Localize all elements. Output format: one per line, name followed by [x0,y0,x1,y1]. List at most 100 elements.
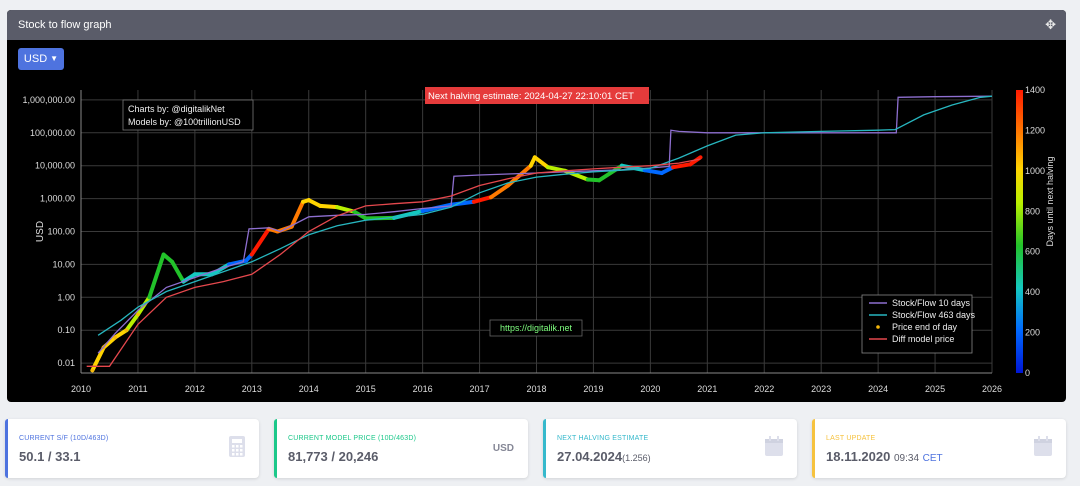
stock-to-flow-chart: 0.01 0.10 1.00 10.00 100.00 1,000.00 10,000.00… [22,85,1055,394]
current-model-price-card: CURRENT MODEL PRICE (10D/463D) 81,773 / … [274,419,528,478]
price-segment [318,203,340,210]
series-line-diff-model-price [86,158,701,367]
stock-to-flow-panel: 0.01 0.10 1.00 10.00 100.00 1,000.00 10,000.00… [7,10,1066,402]
card-value: 27.04.2024(1.256) [557,449,651,464]
card-accent [543,419,546,478]
y-tick-label: 0.01 [57,358,75,368]
legend-label: Diff model price [892,334,954,344]
legend-label: Stock/Flow 463 days [892,310,976,320]
price-segment [113,328,129,340]
price-segment [642,168,664,176]
price-segment [147,252,166,300]
price-segment [209,262,232,277]
watermark-box [489,319,583,337]
card-accent [274,419,277,478]
y-tick-label: 10,000.00 [35,161,75,171]
price-segment [545,165,567,173]
calculator-icon [229,436,245,457]
last-update-card: LAST UPDATE 18.11.2020 09:34 CET [812,419,1066,478]
card-label: CURRENT MODEL PRICE (10D/463D) [288,435,417,442]
x-tick-label: 2012 [185,384,205,394]
x-tick-label: 2016 [413,384,433,394]
card-accent [812,419,815,478]
price-dot [90,368,95,373]
price-segment [306,198,323,208]
calendar-icon [765,436,783,456]
halving-banner-bg [425,87,649,104]
x-tick-label: 2021 [697,384,717,394]
halving-banner-text: Next halving estimate: 2024-04-27 22:10:… [428,91,634,102]
price-dot [124,328,129,332]
x-tick-label: 2024 [868,384,888,394]
series-line-stock-flow-463-days [97,95,993,336]
card-accent [5,419,8,478]
card-label: CURRENT S/F (10D/463D) [19,435,109,442]
y-tick-label: 10.00 [52,259,75,269]
card-value: 18.11.2020 09:34 CET [826,449,943,464]
price-segment [597,163,624,183]
x-tick-label: 2025 [925,384,945,394]
legend-label: Stock/Flow 10 days [892,298,971,308]
watermark-text: https://digitalik.net [500,323,573,333]
price-segment [471,195,493,204]
card-value: 50.1 / 33.1 [19,449,81,464]
x-tick-label: 2010 [71,384,91,394]
credit-line-1: Charts by: @digitalikNet [128,104,225,114]
caret-down-icon: ▼ [50,54,59,63]
colorbar-tick-label: 1200 [1025,125,1045,135]
x-tick-label: 2022 [754,384,774,394]
x-tick-label: 2014 [299,384,319,394]
price-segment [289,199,306,229]
colorbar-tick-label: 1400 [1025,85,1045,95]
move-icon[interactable]: ✥ [1045,17,1056,32]
update-date: 18.11.2020 [826,449,891,464]
panel-title: Stock to flow graph [18,19,112,31]
price-segment [671,162,693,170]
currency-label: USD [23,53,48,65]
price-segment [170,259,186,284]
y-tick-label: 1,000,000.00 [22,95,75,105]
credit-box [122,99,254,131]
price-dot [113,335,117,340]
colorbar-tick-label: 1000 [1025,166,1045,176]
x-tick-label: 2011 [128,384,147,394]
colorbar-title: Days until next halving [1045,156,1055,246]
card-label: LAST UPDATE [826,435,876,442]
panel-header: Stock to flow graph ✥ [7,10,1066,40]
current-sf-card: CURRENT S/F (10D/463D) 50.1 / 33.1 [5,419,259,478]
x-tick-label: 2026 [982,384,1002,394]
x-tick-label: 2015 [356,384,376,394]
credit-line-2: Models by: @100trillionUSD [128,117,241,127]
y-axis-title: USD [35,221,46,242]
x-tick-label: 2018 [526,384,546,394]
price-segment [249,226,271,257]
y-tick-label: 1.00 [57,292,75,302]
colorbar-tick-label: 200 [1025,328,1040,338]
y-tick-label: 100,000.00 [30,128,75,138]
y-tick-label: 1,000.00 [40,194,75,204]
next-halving-card: NEXT HALVING ESTIMATE 27.04.2024(1.256) [543,419,797,478]
legend-box [861,294,973,354]
price-dot [136,312,140,317]
price-segment [124,312,140,333]
card-label: NEXT HALVING ESTIMATE [557,435,649,442]
halving-date: 27.04.2024 [557,449,623,464]
price-segment [688,155,703,167]
price-segment [659,165,676,176]
update-timezone: CET [922,453,943,464]
x-tick-label: 2023 [811,384,831,394]
colorbar-tick-label: 800 [1025,206,1040,216]
currency-dropdown-button[interactable]: USD ▼ [18,48,64,70]
update-time: 09:34 [893,453,920,464]
x-tick-label: 2020 [640,384,660,394]
colorbar-tick-label: 0 [1025,368,1030,378]
colorbar [1016,90,1023,373]
card-value: 81,773 / 20,246 [288,449,379,464]
price-segment [101,335,118,350]
halving-days: (1.256) [622,453,651,463]
legend-label: Price end of day [892,322,958,332]
x-tick-label: 2017 [470,384,490,394]
legend-marker [876,325,880,329]
price-segment [488,183,511,200]
card-unit: USD [492,443,514,454]
